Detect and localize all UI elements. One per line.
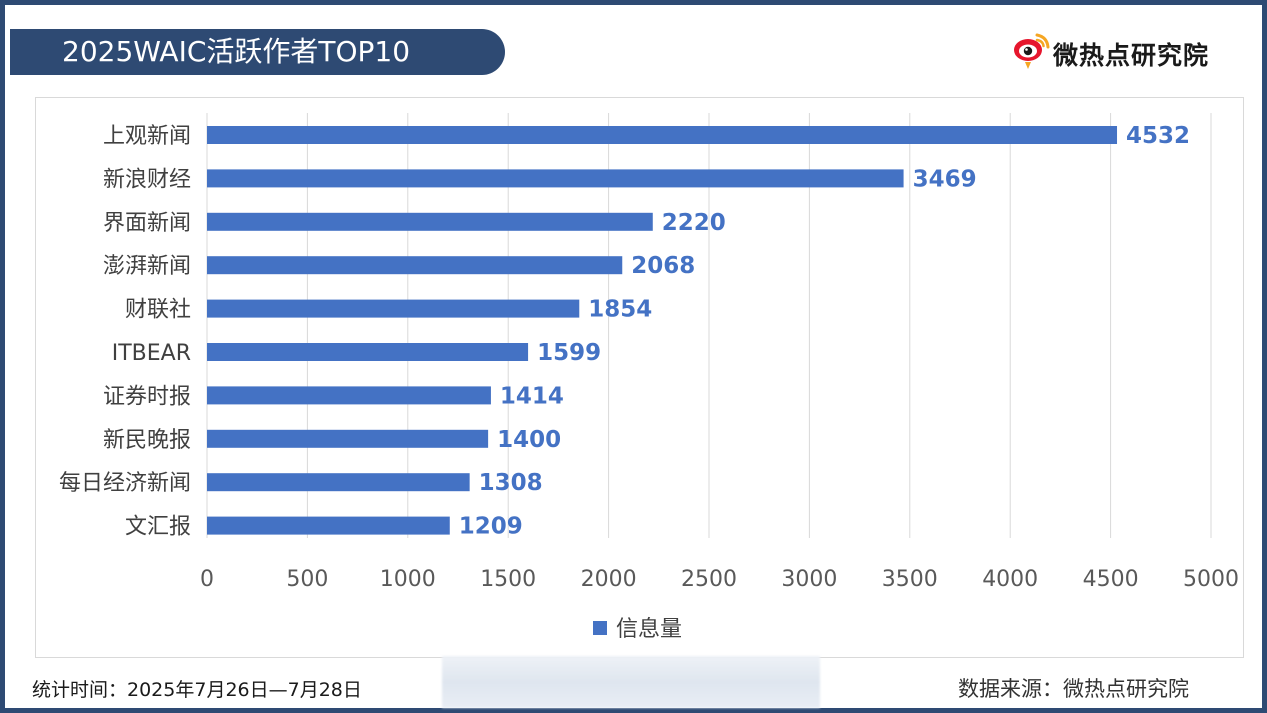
bar — [207, 386, 491, 405]
y-category-label: 新民晚报 — [103, 428, 191, 453]
x-tick-label: 4000 — [982, 567, 1038, 592]
y-category-label: 界面新闻 — [103, 211, 191, 236]
x-tick-label: 2000 — [581, 567, 637, 592]
legend-label: 信息量 — [616, 617, 682, 642]
data-label: 1308 — [479, 470, 543, 496]
y-category-label: 每日经济新闻 — [59, 471, 191, 496]
stat-period: 统计时间：2025年7月26日—7月28日 — [32, 679, 362, 701]
x-tick-label: 1000 — [380, 567, 436, 592]
data-label: 3469 — [913, 166, 977, 192]
data-label: 1209 — [459, 514, 523, 540]
x-tick-label: 3500 — [882, 567, 938, 592]
x-tick-label: 3000 — [781, 567, 837, 592]
blurred-watermark-area — [442, 656, 820, 708]
x-tick-label: 2500 — [681, 567, 737, 592]
bar — [207, 169, 904, 188]
x-tick-label: 4500 — [1083, 567, 1139, 592]
brand-logo: 微热点研究院 — [1011, 31, 1241, 71]
data-label: 4532 — [1126, 123, 1190, 149]
data-label: 2220 — [662, 210, 726, 236]
y-category-label: 澎湃新闻 — [103, 254, 191, 279]
y-category-label: 财联社 — [125, 298, 191, 323]
weibo-eye-icon — [1014, 33, 1050, 69]
x-tick-label: 0 — [200, 567, 214, 592]
x-tick-label: 1500 — [480, 567, 536, 592]
data-label: 1400 — [497, 427, 561, 453]
page-title: 2025WAIC活跃作者TOP10 — [62, 35, 411, 68]
bar-chart: 0 500 1000 1500 2000 2500 3000 3500 4000 4500 5000… — [59, 113, 1239, 642]
bar — [207, 126, 1118, 144]
bar — [207, 516, 450, 535]
y-category-label: ITBEAR — [112, 341, 191, 366]
data-label: 1854 — [588, 297, 652, 323]
x-tick-label: 5000 — [1183, 567, 1239, 592]
bar — [207, 212, 653, 231]
chart-panel: 0 500 1000 1500 2000 2500 3000 3500 4000 4500 5000… — [35, 97, 1244, 658]
y-category-label: 新浪财经 — [103, 167, 191, 192]
y-category-label: 文汇报 — [125, 515, 191, 540]
data-label: 2068 — [631, 253, 695, 279]
data-label: 1414 — [500, 383, 564, 409]
y-category-label: 证券时报 — [103, 384, 191, 409]
y-category-label: 上观新闻 — [103, 124, 191, 149]
legend-swatch — [593, 621, 607, 635]
data-label: 1599 — [537, 340, 601, 366]
brand-name: 微热点研究院 — [1053, 41, 1210, 70]
bar — [207, 429, 489, 448]
data-source: 数据来源：微热点研究院 — [958, 677, 1189, 701]
bar — [207, 343, 529, 361]
x-tick-label: 500 — [286, 567, 328, 592]
bar — [207, 299, 580, 318]
title-banner: 2025WAIC活跃作者TOP10 — [10, 29, 505, 75]
bar — [207, 256, 623, 275]
bar — [207, 473, 470, 492]
